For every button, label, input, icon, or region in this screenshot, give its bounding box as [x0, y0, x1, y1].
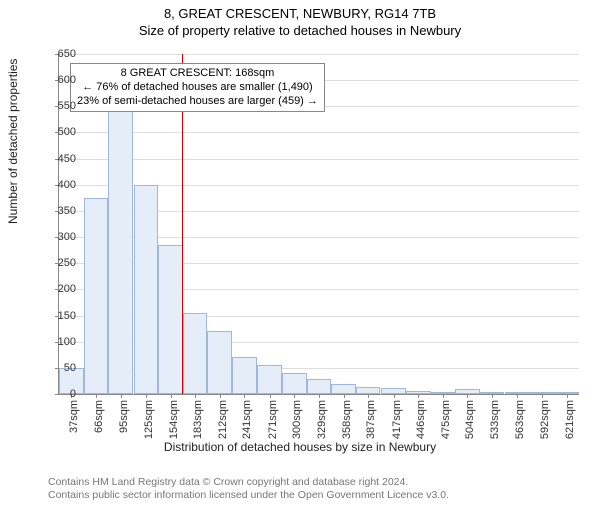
xtick-mark [418, 394, 419, 398]
ytick-label: 250 [36, 257, 76, 269]
histogram-bar [207, 331, 232, 394]
histogram-bar [84, 198, 109, 394]
xtick-mark [492, 394, 493, 398]
xtick-label: 504sqm [464, 400, 476, 444]
xtick-label: 271sqm [267, 400, 279, 444]
histogram-bar [183, 313, 208, 394]
footer-attribution: Contains HM Land Registry data © Crown c… [48, 476, 449, 502]
histogram-bar [232, 357, 257, 394]
xtick-label: 621sqm [564, 400, 576, 444]
page-title-line2: Size of property relative to detached ho… [0, 23, 600, 38]
xtick-label: 563sqm [514, 400, 526, 444]
page-title-line1: 8, GREAT CRESCENT, NEWBURY, RG14 7TB [0, 6, 600, 21]
gridline [59, 159, 579, 160]
histogram-bar [356, 387, 381, 394]
xtick-label: 300sqm [291, 400, 303, 444]
xtick-mark [394, 394, 395, 398]
xtick-mark [294, 394, 295, 398]
xtick-mark [344, 394, 345, 398]
ytick-label: 450 [36, 153, 76, 165]
histogram-bar [331, 384, 356, 394]
xtick-mark [146, 394, 147, 398]
xtick-label: 417sqm [391, 400, 403, 444]
xtick-label: 475sqm [440, 400, 452, 444]
ytick-label: 500 [36, 126, 76, 138]
xtick-mark [319, 394, 320, 398]
xtick-label: 329sqm [316, 400, 328, 444]
xtick-mark [195, 394, 196, 398]
info-box: 8 GREAT CRESCENT: 168sqm ← 76% of detach… [70, 63, 325, 112]
ytick-label: 300 [36, 231, 76, 243]
xtick-mark [542, 394, 543, 398]
histogram-bar [257, 365, 282, 394]
xtick-mark [368, 394, 369, 398]
footer-line2: Contains public sector information licen… [48, 489, 449, 502]
xtick-label: 592sqm [539, 400, 551, 444]
xtick-label: 358sqm [341, 400, 353, 444]
xtick-label: 241sqm [241, 400, 253, 444]
histogram-bar [307, 379, 332, 394]
ytick-label: 400 [36, 179, 76, 191]
xtick-mark [220, 394, 221, 398]
gridline [59, 54, 579, 55]
info-box-line3: 23% of semi-detached houses are larger (… [77, 95, 318, 109]
xtick-label: 212sqm [217, 400, 229, 444]
info-box-line2: ← 76% of detached houses are smaller (1,… [77, 81, 318, 95]
xtick-mark [121, 394, 122, 398]
ytick-label: 550 [36, 100, 76, 112]
ytick-label: 100 [36, 336, 76, 348]
xtick-label: 66sqm [93, 400, 105, 444]
ytick-label: 200 [36, 283, 76, 295]
xtick-mark [270, 394, 271, 398]
xtick-mark [171, 394, 172, 398]
xtick-mark [517, 394, 518, 398]
xtick-label: 95sqm [118, 400, 130, 444]
ytick-label: 0 [36, 388, 76, 400]
xtick-label: 154sqm [168, 400, 180, 444]
ytick-label: 50 [36, 362, 76, 374]
ytick-label: 150 [36, 310, 76, 322]
xtick-mark [244, 394, 245, 398]
histogram-bar [108, 98, 133, 394]
xtick-label: 125sqm [143, 400, 155, 444]
gridline [59, 132, 579, 133]
xtick-mark [567, 394, 568, 398]
y-axis-label: Number of detached properties [6, 59, 20, 224]
ytick-label: 350 [36, 205, 76, 217]
xtick-mark [467, 394, 468, 398]
histogram-bar [134, 185, 159, 394]
xtick-mark [443, 394, 444, 398]
xtick-label: 533sqm [489, 400, 501, 444]
xtick-mark [96, 394, 97, 398]
xtick-label: 37sqm [68, 400, 80, 444]
xtick-label: 446sqm [415, 400, 427, 444]
ytick-label: 600 [36, 74, 76, 86]
info-box-line1: 8 GREAT CRESCENT: 168sqm [77, 67, 318, 81]
histogram-bar [282, 373, 307, 394]
histogram-bar [158, 245, 183, 394]
xtick-label: 387sqm [365, 400, 377, 444]
ytick-label: 650 [36, 48, 76, 60]
xtick-label: 183sqm [192, 400, 204, 444]
footer-line1: Contains HM Land Registry data © Crown c… [48, 476, 449, 489]
